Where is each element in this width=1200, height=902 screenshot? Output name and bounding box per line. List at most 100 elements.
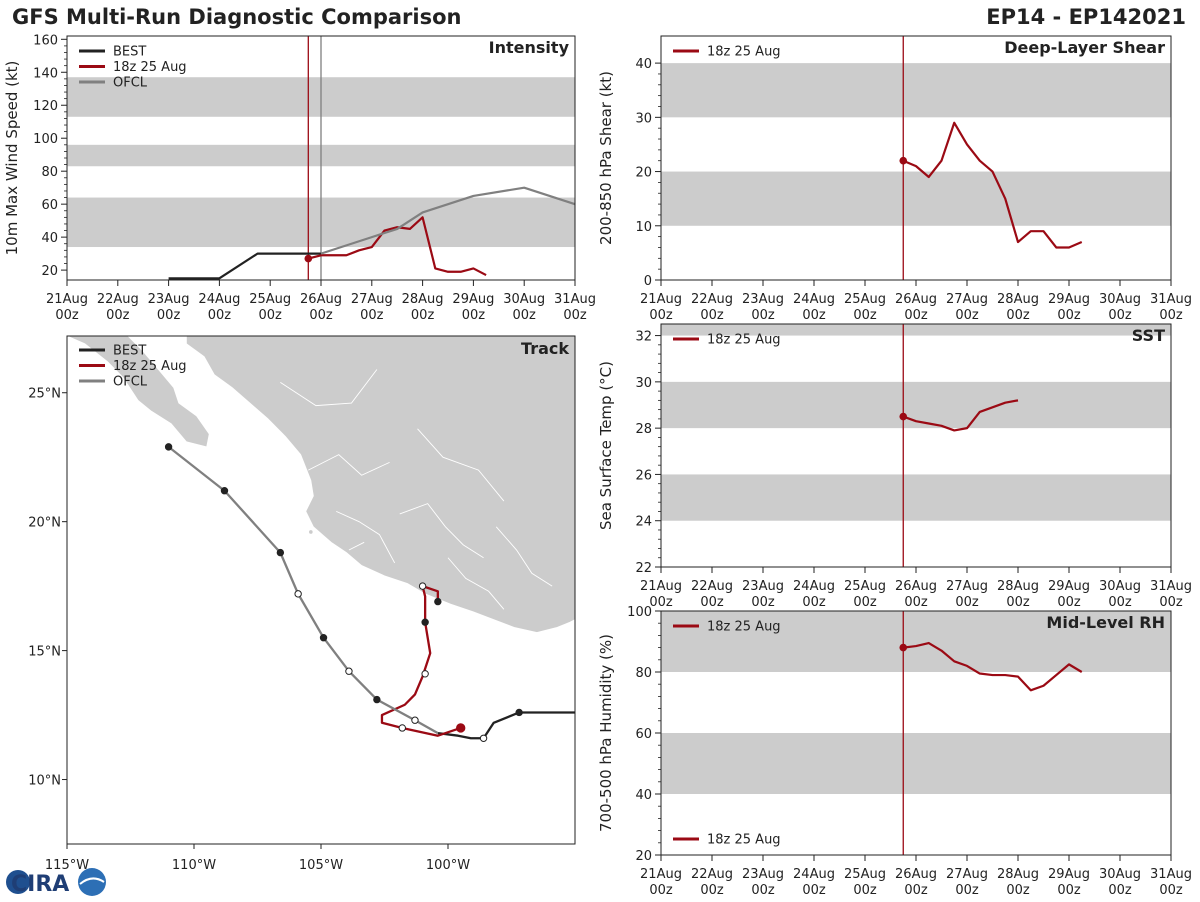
rh-xtick-label: 23Aug [742,867,784,882]
rh-series-18z-25-aug [903,641,1083,692]
rh-band-0 [661,733,1171,794]
sst-xtick-label: 27Aug [946,579,988,594]
rh-ytick-label: 60 [635,727,652,742]
sst-xtick-label: 00z [955,595,979,610]
state-border [348,541,365,551]
rh-xtick-label: 00z [649,883,673,898]
shear-panel: 01020304021Aug00z22Aug00z23Aug00z24Aug00… [597,35,1192,323]
shear-xtick-label: 31Aug [1150,292,1192,307]
intensity-xtick-label: 28Aug [402,292,444,307]
intensity-xtick-label: 27Aug [351,292,393,307]
track-map-layer [67,336,575,742]
sst-band-0 [661,474,1171,521]
sst-xtick-label: 21Aug [640,579,682,594]
rh-ytick-label: 20 [635,849,652,864]
sst-xtick-label: 00z [1006,595,1030,610]
intensity-xtick-label: 24Aug [198,292,240,307]
shear-xtick-label: 27Aug [946,292,988,307]
intensity-ytick-label: 100 [33,132,58,147]
shear-xtick-label: 00z [751,308,775,323]
rh-band-1 [661,611,1171,672]
track-legend-label: OFCL [113,375,148,390]
rh-xtick-label: 00z [853,883,877,898]
shear-xtick-label: 23Aug [742,292,784,307]
intensity-init-point [304,254,313,263]
shear-ylabel: 200-850 hPa Shear (kt) [597,71,615,245]
intensity-xtick-label: 00z [309,308,333,323]
track-ytick-label: 25°N [28,387,61,402]
sst-xtick-label: 26Aug [895,579,937,594]
track-point-extra-points [398,724,406,732]
track-line-best [437,711,575,740]
intensity-legend-label: OFCL [113,76,148,91]
rh-xtick-label: 26Aug [895,867,937,882]
track-point-ofcl [276,548,285,557]
sst-xtick-label: 00z [1159,595,1183,610]
track-point-ofcl [411,716,419,724]
rh-xtick-label: 00z [1108,883,1132,898]
sst-xtick-label: 23Aug [742,579,784,594]
shear-xtick-label: 24Aug [793,292,835,307]
intensity-xtick-label: 21Aug [46,292,88,307]
shear-xtick-label: 00z [1006,308,1030,323]
rh-frame [660,610,1172,856]
intensity-xtick-label: 26Aug [300,292,342,307]
track-point-best [515,708,523,717]
rh-xtick-label: 27Aug [946,867,988,882]
rh-xtick-label: 00z [1006,883,1030,898]
sst-legend-label: 18z 25 Aug [707,333,781,348]
sst-ytick-label: 32 [635,330,652,345]
sst-xtick-label: 22Aug [691,579,733,594]
intensity-xtick-label: 00z [360,308,384,323]
sst-ytick-label: 22 [635,561,652,576]
track-point-ofcl [294,590,302,598]
intensity-xtick-label: 00z [106,308,130,323]
track-point-ofcl [345,667,353,675]
shear-ytick-label: 30 [635,111,652,126]
rh-xtick-label: 00z [1159,883,1183,898]
track-xtick-label: 100°W [426,858,470,873]
intensity-legend-label: BEST [113,45,146,60]
shear-xtick-label: 22Aug [691,292,733,307]
sst-xtick-label: 00z [751,595,775,610]
track-legend-label: 18z 25 Aug [113,359,187,374]
shear-xtick-label: 00z [700,308,724,323]
shear-init-point [899,156,908,165]
track-ytick-label: 10°N [28,774,61,789]
page-title: GFS Multi-Run Diagnostic Comparison [12,5,462,29]
sst-init-point [899,412,908,421]
rh-xtick-label: 28Aug [997,867,1039,882]
track-point-best [479,734,488,742]
intensity-series-18z-25-aug [308,216,487,277]
intensity-panel: 2040608010012014016021Aug00z22Aug00z23Au… [3,33,596,323]
intensity-xtick-label: 00z [259,308,283,323]
intensity-ytick-label: 40 [41,231,58,246]
shear-xtick-label: 00z [1108,308,1132,323]
rh-xtick-label: 00z [802,883,826,898]
shear-ytick-label: 20 [635,166,652,181]
intensity-xtick-label: 29Aug [452,292,494,307]
rh-xtick-label: 00z [1057,883,1081,898]
sst-series-18z-25-aug [902,399,1019,432]
rh-xtick-label: 00z [700,883,724,898]
sst-xtick-label: 00z [1057,595,1081,610]
shear-title: Deep-Layer Shear [1004,38,1165,57]
logo-emblem-icon [78,868,106,896]
sst-xtick-label: 30Aug [1099,579,1141,594]
track-ytick-label: 15°N [28,645,61,660]
rh-legend-label: 18z 25 Aug [707,833,781,848]
track-point-extra-points [421,618,429,626]
intensity-xtick-label: 00z [462,308,486,323]
track-point-ofcl [373,695,381,704]
shear-xtick-label: 00z [802,308,826,323]
shear-ytick-label: 10 [635,220,652,235]
intensity-xtick-label: 00z [411,308,435,323]
shear-xtick-label: 25Aug [844,292,886,307]
rh-ytick-label: 80 [635,666,652,681]
intensity-ytick-label: 140 [33,66,58,81]
rh-xtick-label: 31Aug [1150,867,1192,882]
rh-title: Mid-Level RH [1046,613,1165,632]
island [385,540,389,545]
shear-xtick-label: 26Aug [895,292,937,307]
